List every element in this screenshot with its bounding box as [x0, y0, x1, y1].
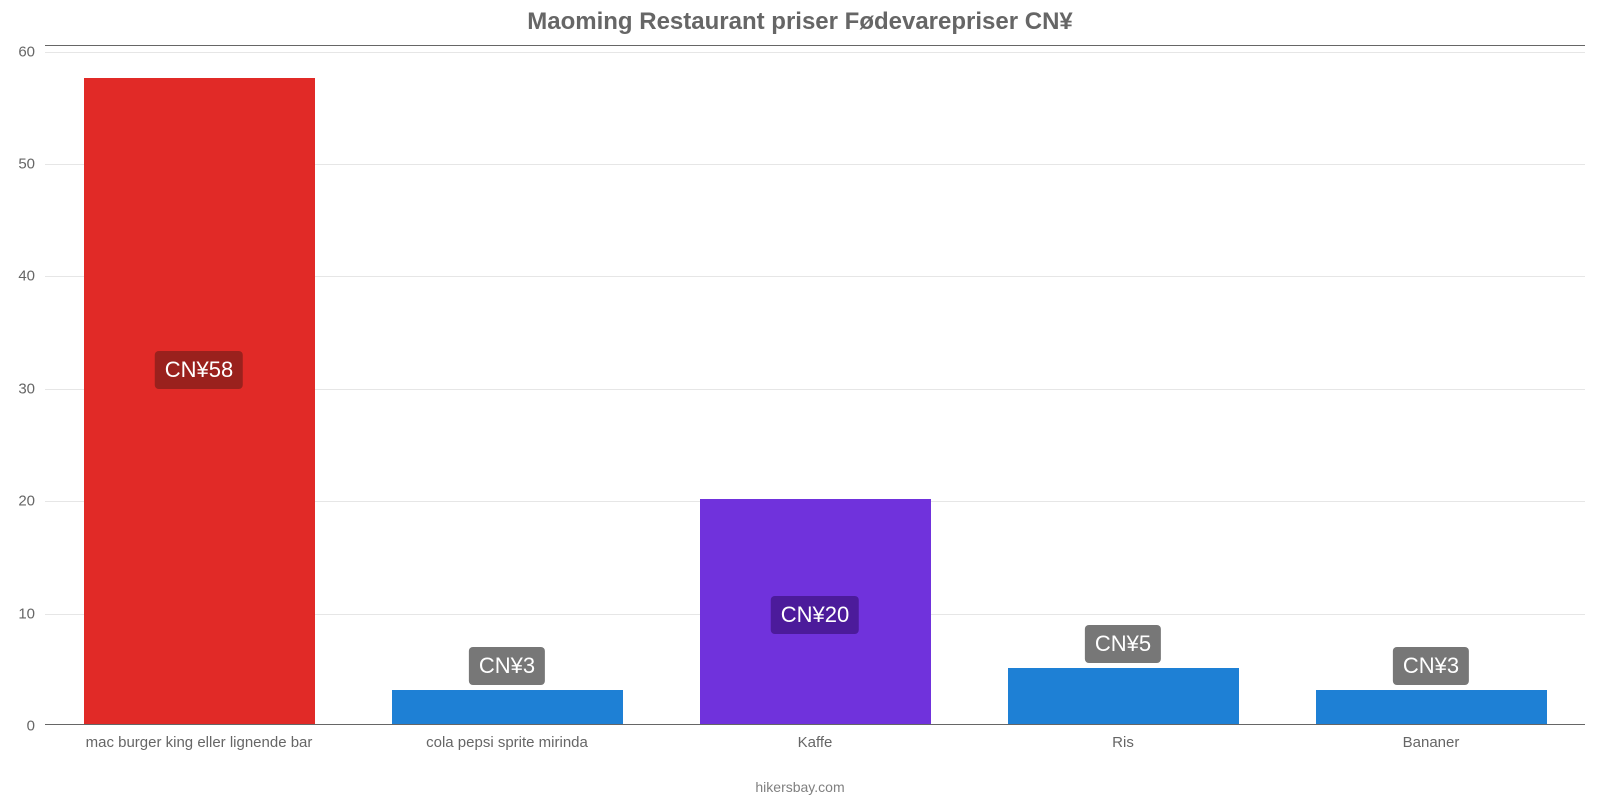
ytick-label: 50 — [5, 156, 35, 173]
bar-value-label: CN¥3 — [1393, 647, 1469, 685]
gridline — [45, 52, 1585, 53]
bar — [1008, 668, 1239, 724]
bar-value-label: CN¥20 — [771, 596, 859, 634]
ytick-label: 40 — [5, 268, 35, 285]
chart-container: Maoming Restaurant priser Fødevarepriser… — [0, 0, 1600, 800]
plot-area: 0102030405060CN¥58mac burger king eller … — [45, 45, 1585, 725]
bar — [1316, 690, 1547, 724]
ytick-label: 20 — [5, 493, 35, 510]
xtick-label: mac burger king eller lignende bar — [86, 734, 313, 751]
xtick-label: cola pepsi sprite mirinda — [426, 734, 588, 751]
credit-text: hikersbay.com — [0, 779, 1600, 795]
xtick-label: Ris — [1112, 734, 1134, 751]
bar-value-label: CN¥58 — [155, 351, 243, 389]
bar-value-label: CN¥5 — [1085, 625, 1161, 663]
ytick-label: 0 — [5, 718, 35, 735]
xtick-label: Kaffe — [798, 734, 833, 751]
xtick-label: Bananer — [1403, 734, 1460, 751]
bar — [392, 690, 623, 724]
bar-value-label: CN¥3 — [469, 647, 545, 685]
ytick-label: 10 — [5, 605, 35, 622]
chart-title: Maoming Restaurant priser Fødevarepriser… — [0, 8, 1600, 36]
ytick-label: 30 — [5, 380, 35, 397]
bar — [84, 78, 315, 724]
ytick-label: 60 — [5, 43, 35, 60]
